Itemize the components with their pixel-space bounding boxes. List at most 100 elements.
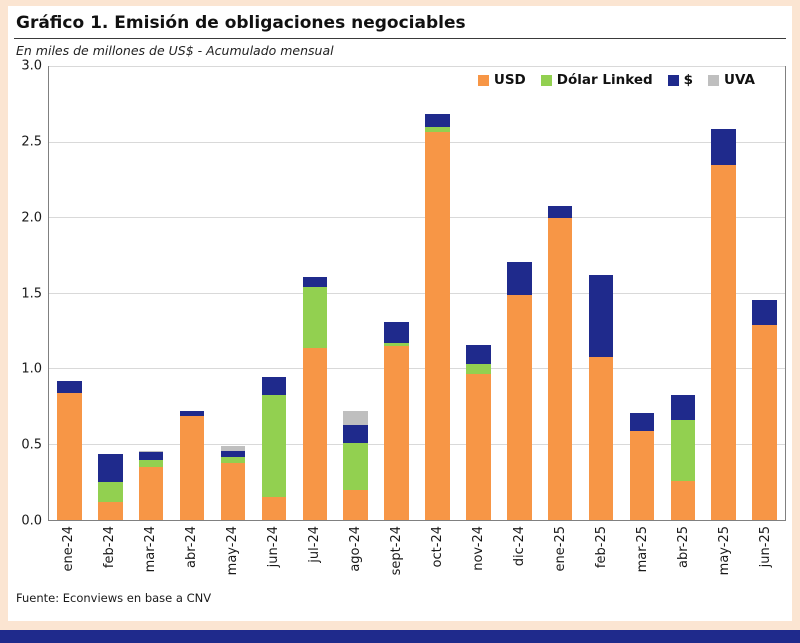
x-tick-label: abr-24 [184, 526, 199, 568]
stacked-bar [670, 67, 696, 520]
bar-slot [499, 67, 540, 520]
stacked-bar [57, 67, 82, 520]
bars-layer [49, 67, 785, 520]
legend-swatch-icon [667, 74, 679, 86]
x-tick-slot: jul-24 [294, 521, 335, 583]
gridline [49, 443, 785, 445]
bar-segment [466, 344, 491, 365]
bar-slot [417, 67, 458, 520]
bar-segment [588, 356, 614, 520]
bar-segment [466, 364, 491, 374]
bar-segment [302, 347, 328, 520]
x-tick-slot: abr-24 [171, 521, 212, 583]
x-tick-label: nov-24 [471, 526, 486, 571]
x-tick-slot: abr-25 [663, 521, 704, 583]
bar-segment [138, 452, 164, 460]
bar-segment [261, 497, 287, 520]
bar-segment [670, 420, 696, 481]
bar-segment [425, 127, 450, 132]
x-tick-label: may-25 [717, 526, 732, 576]
gridline [49, 292, 785, 294]
bar-slot [376, 67, 417, 520]
bar-segment [425, 113, 450, 128]
bar-segment [670, 480, 696, 520]
bar-slot [581, 67, 622, 520]
legend-item: $ [667, 72, 694, 88]
x-tick-label: jul-24 [307, 526, 322, 563]
plot-area: USD Dólar Linked $ UVA [48, 66, 786, 521]
legend: USD Dólar Linked $ UVA [477, 72, 755, 88]
legend-label: Dólar Linked [556, 72, 653, 88]
stacked-bar [506, 67, 532, 520]
x-tick-label: dic-24 [512, 526, 527, 567]
x-tick-slot: oct-24 [417, 521, 458, 583]
bar-segment [547, 205, 573, 219]
y-axis: 0.0 0.5 1.0 1.5 2.0 2.5 3.0 [14, 59, 48, 529]
report-panel: Gráfico 1. Emisión de obligaciones negoc… [8, 6, 792, 621]
legend-label: UVA [724, 72, 755, 88]
stacked-bar [425, 67, 450, 520]
bar-segment [588, 275, 614, 357]
bar-segment [57, 393, 82, 520]
bar-segment [629, 430, 655, 520]
chart-subtitle: En miles de millones de US$ - Acumulado … [16, 43, 334, 58]
y-tick-label: 0.5 [21, 437, 42, 453]
y-tick-label: 3.0 [21, 58, 42, 74]
bar-segment [343, 424, 368, 444]
stacked-bar [138, 67, 164, 520]
x-tick-slot: sept-24 [376, 521, 417, 583]
bar-segment [302, 287, 328, 348]
bar-slot [213, 67, 254, 520]
stacked-bar [343, 67, 368, 520]
bar-segment [220, 446, 246, 451]
x-tick-slot: ene-24 [48, 521, 89, 583]
bar-segment [384, 322, 409, 344]
bar-segment [57, 381, 82, 394]
chart-plot-row: 0.0 0.5 1.0 1.5 2.0 2.5 3.0 USD Dólar Linked $ UV… [14, 59, 786, 529]
bar-slot [744, 67, 785, 520]
y-tick-label: 1.5 [21, 286, 42, 301]
bar-slot [90, 67, 131, 520]
bar-slot [294, 67, 335, 520]
x-tick-label: oct-24 [430, 526, 445, 568]
stacked-bar [588, 67, 614, 520]
bar-segment [343, 489, 368, 520]
stacked-bar [466, 67, 491, 520]
bar-slot [662, 67, 703, 520]
x-tick-label: may-24 [225, 526, 240, 576]
legend-swatch-icon [540, 74, 552, 86]
bar-segment [98, 482, 123, 502]
x-tick-slot: ene-25 [540, 521, 581, 583]
x-tick-slot: jun-24 [253, 521, 294, 583]
x-tick-label: sept-24 [389, 526, 404, 576]
gridline [49, 141, 785, 143]
x-tick-slot: ago-24 [335, 521, 376, 583]
bar-segment [711, 128, 736, 166]
bar-slot [131, 67, 172, 520]
bar-slot [540, 67, 581, 520]
legend-item: USD [477, 72, 526, 88]
bar-segment [220, 456, 246, 463]
source-note: Fuente: Econviews en base a CNV [16, 591, 212, 605]
y-tick-label: 0.0 [21, 513, 42, 529]
bar-segment [261, 376, 287, 395]
x-tick-slot: may-24 [212, 521, 253, 583]
bar-slot [253, 67, 294, 520]
bar-segment [384, 346, 409, 520]
stacked-bar [220, 67, 246, 520]
bar-segment [670, 394, 696, 421]
legend-label: USD [493, 72, 526, 88]
bar-segment [220, 450, 246, 457]
bar-segment [138, 467, 164, 520]
bar-segment [138, 450, 164, 453]
x-tick-slot: mar-24 [130, 521, 171, 583]
x-tick-label: jun-25 [758, 526, 773, 568]
bar-segment [98, 501, 123, 520]
bar-segment [752, 299, 777, 326]
bar-segment [302, 276, 328, 288]
x-tick-slot: may-25 [704, 521, 745, 583]
bar-segment [343, 443, 368, 490]
legend-label: $ [683, 72, 694, 88]
stacked-bar [711, 67, 736, 520]
x-tick-slot: feb-24 [89, 521, 130, 583]
